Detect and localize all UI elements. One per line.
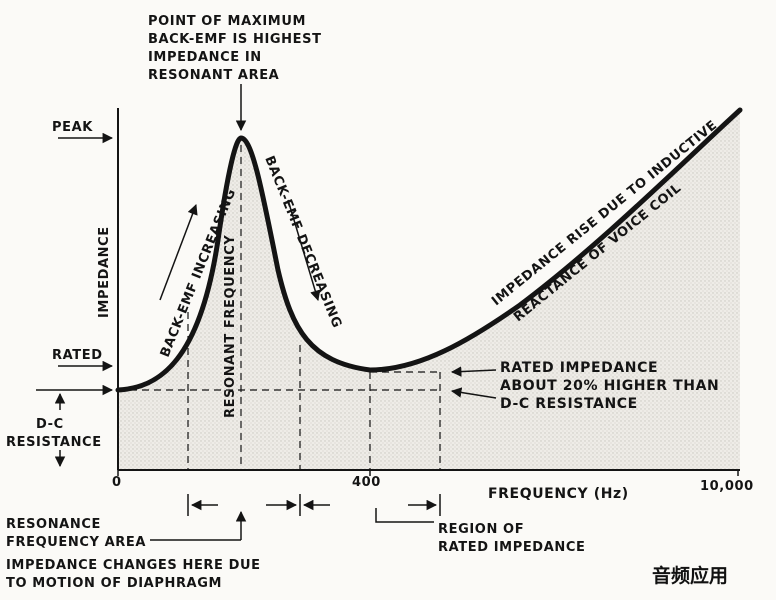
x-axis-title: FREQUENCY (Hz): [488, 486, 629, 502]
dc-label-line-1: D-C: [36, 417, 64, 432]
peak-label: PEAK: [52, 120, 93, 135]
back-emf-increasing-arrow: [159, 204, 198, 301]
resonant-frequency-label: RESONANT FREQUENCY: [223, 235, 238, 418]
rated-region-label-line-2: RATED IMPEDANCE: [438, 540, 585, 555]
resonance-area-label-line-2: FREQUENCY AREA: [6, 535, 146, 550]
top-note-line-3: IMPEDANCE IN: [148, 50, 262, 65]
rated-note-arrow: [450, 366, 497, 377]
top-note-line-1: POINT OF MAXIMUM: [148, 14, 306, 29]
right-note-line-3: D-C RESISTANCE: [500, 396, 638, 412]
watermark-text: 音频应用: [652, 564, 728, 587]
curve-fill: [118, 110, 740, 470]
rated-region-leader: [375, 508, 434, 523]
impedance-curve: [115, 107, 743, 393]
right-note-line-2: ABOUT 20% HIGHER THAN: [500, 378, 719, 394]
resonance-area-label-line-1: RESONANCE: [6, 517, 101, 532]
back-emf-decreasing-arrow: [287, 199, 321, 302]
dc-note-arrow: [450, 387, 497, 399]
top-note-line-2: BACK-EMF IS HIGHEST: [148, 32, 322, 47]
x-tick-label-10000: 10,000: [700, 479, 754, 494]
x-tick-label-400: 400: [352, 475, 381, 490]
dc-label-line-2: RESISTANCE: [6, 435, 102, 450]
rated-label: RATED: [52, 348, 103, 363]
top-note-line-4: RESONANT AREA: [148, 68, 279, 83]
rated-region-label-line-1: REGION OF: [438, 522, 524, 537]
impedance-changes-line-1: IMPEDANCE CHANGES HERE DUE: [6, 558, 261, 573]
right-note-line-1: RATED IMPEDANCE: [500, 360, 658, 376]
impedance-changes-line-2: TO MOTION OF DIAPHRAGM: [6, 576, 222, 591]
y-axis-title: IMPEDANCE: [97, 226, 112, 318]
x-tick-label-0: 0: [112, 475, 122, 490]
